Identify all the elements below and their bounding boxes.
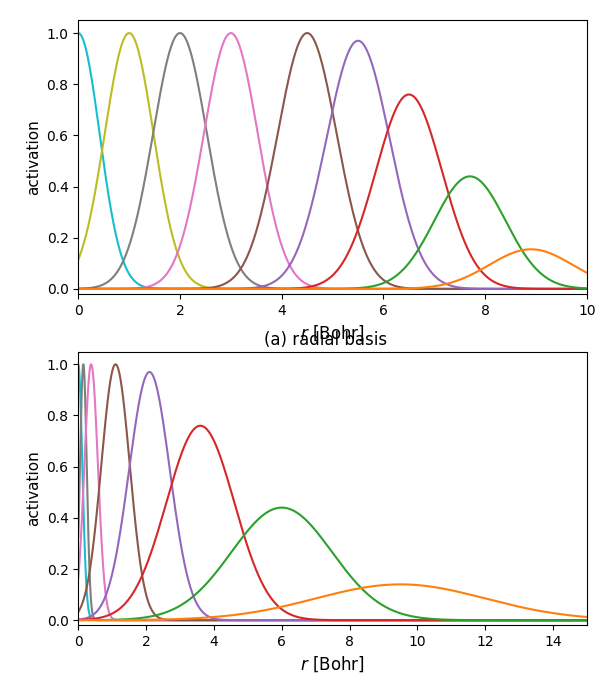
Y-axis label: activation: activation: [26, 119, 41, 195]
Text: (a) radial basis: (a) radial basis: [264, 331, 386, 349]
X-axis label: $r$ [Bohr]: $r$ [Bohr]: [300, 323, 365, 343]
X-axis label: $r$ [Bohr]: $r$ [Bohr]: [300, 654, 365, 674]
Y-axis label: activation: activation: [26, 450, 41, 527]
